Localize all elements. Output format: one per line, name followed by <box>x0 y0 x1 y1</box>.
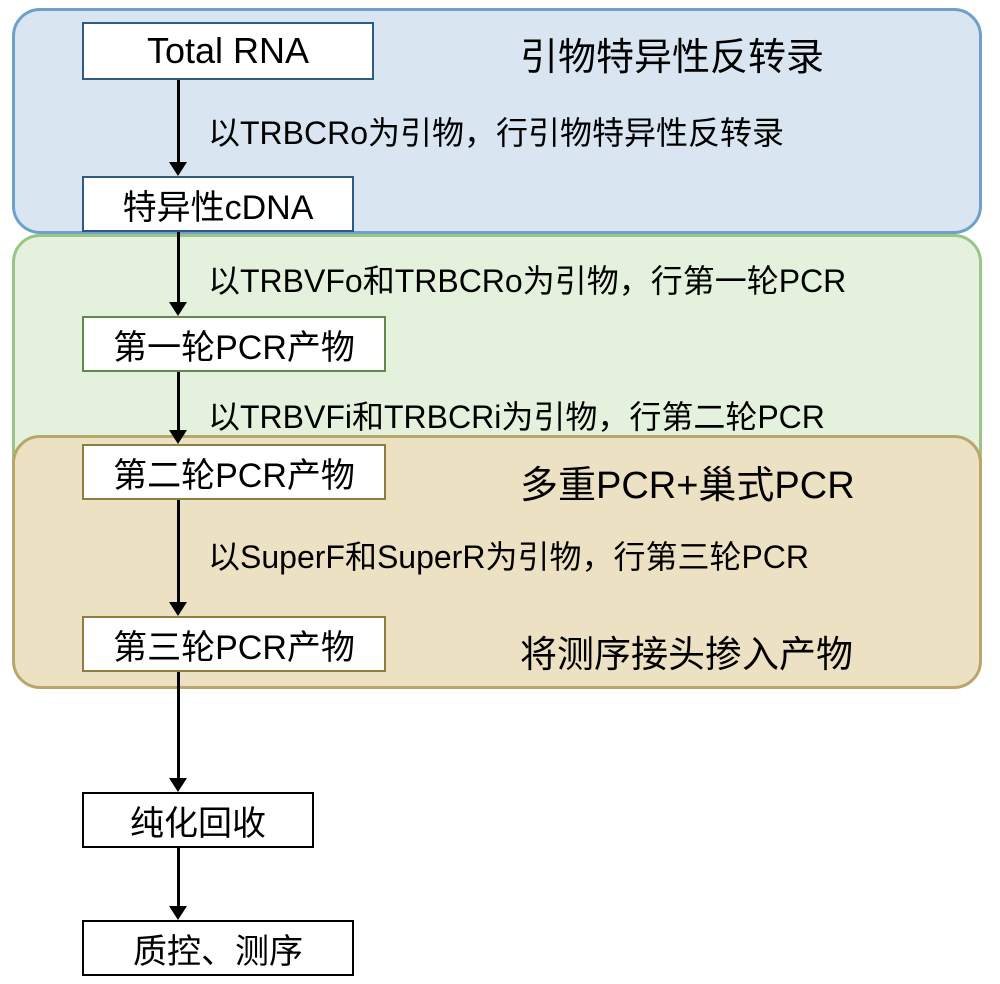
step-total-rna-label: Total RNA <box>147 30 309 72</box>
step-pcr3: 第三轮PCR产物 <box>82 616 386 672</box>
step-purify: 纯化回收 <box>82 792 314 848</box>
edge-label-pcr1: 以TRBVFo和TRBCRo为引物，行第一轮PCR <box>208 256 846 302</box>
step-pcr2-label: 第二轮PCR产物 <box>113 448 355 497</box>
step-pcr2: 第二轮PCR产物 <box>82 444 386 500</box>
step-pcr1-label: 第一轮PCR产物 <box>113 320 355 369</box>
step-total-rna: Total RNA <box>82 22 374 80</box>
step-cdna: 特异性cDNA <box>82 176 354 232</box>
step-qc-seq-label: 质控、测序 <box>133 924 303 973</box>
step-purify-label: 纯化回收 <box>130 796 266 845</box>
step-qc-seq: 质控、测序 <box>82 920 354 976</box>
step-pcr1: 第一轮PCR产物 <box>82 316 386 372</box>
step-cdna-label: 特异性cDNA <box>123 180 314 229</box>
edge-label-rt: 以TRBCRo为引物，行引物特异性反转录 <box>208 108 784 154</box>
region-rt-title: 引物特异性反转录 <box>520 26 824 81</box>
flowchart-diagram: 引物特异性反转录 多重PCR+巢式PCR 将测序接头掺入产物 Total RNA… <box>0 0 1000 984</box>
region-adapter-title: 将测序接头掺入产物 <box>520 624 853 678</box>
edge-label-pcr3: 以SuperF和SuperR为引物，行第三轮PCR <box>208 532 809 578</box>
region-pcr-title: 多重PCR+巢式PCR <box>520 454 855 509</box>
step-pcr3-label: 第三轮PCR产物 <box>113 620 355 669</box>
edge-label-pcr2: 以TRBVFi和TRBCRi为引物，行第二轮PCR <box>208 392 825 438</box>
